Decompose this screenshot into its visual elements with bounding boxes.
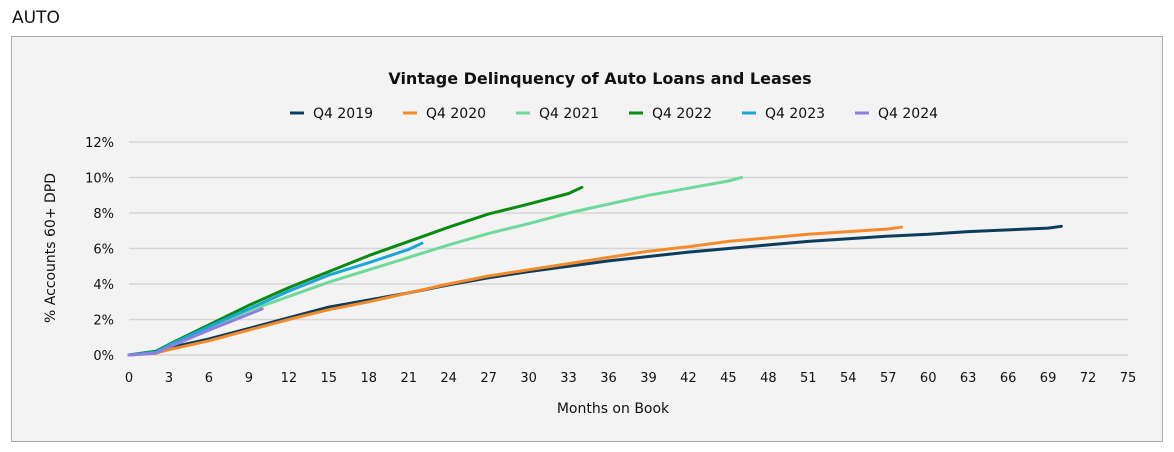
legend-item: Q4 2019 xyxy=(290,106,373,122)
x-tick-label: 30 xyxy=(520,371,537,386)
x-tick-label: 6 xyxy=(205,371,213,386)
x-tick-label: 21 xyxy=(400,371,417,386)
y-tick-label: 2% xyxy=(93,314,114,329)
x-tick-label: 12 xyxy=(281,371,298,386)
y-axis-ticks: 0% 2% 4% 6% 8% 10% 12% xyxy=(85,136,114,364)
x-tick-label: 69 xyxy=(1040,371,1057,386)
y-axis-label: % Accounts 60+ DPD xyxy=(43,173,59,323)
legend-item: Q4 2023 xyxy=(742,106,825,122)
grid xyxy=(129,141,1128,356)
legend-item: Q4 2024 xyxy=(855,106,938,122)
x-tick-label: 18 xyxy=(360,371,377,386)
x-tick-label: 24 xyxy=(440,371,457,386)
x-tick-label: 27 xyxy=(480,371,497,386)
legend-label: Q4 2022 xyxy=(652,106,712,122)
x-tick-label: 39 xyxy=(640,371,657,386)
legend-item: Q4 2020 xyxy=(403,106,486,122)
y-tick-label: 6% xyxy=(93,243,114,258)
x-tick-label: 72 xyxy=(1080,371,1097,386)
legend-label: Q4 2019 xyxy=(313,106,373,122)
chart-frame xyxy=(11,36,1163,442)
legend: Q4 2019 Q4 2020 Q4 2021 Q4 2022 Q4 2023 Q4 20… xyxy=(290,106,938,122)
y-tick-label: 8% xyxy=(93,207,114,222)
x-tick-label: 63 xyxy=(960,371,977,386)
x-tick-label: 33 xyxy=(560,371,577,386)
x-axis-ticks: 0 3 6 9 12 15 18 21 24 27 30 33 36 39 42 45 48 51 54 57 60 63… xyxy=(125,371,1136,386)
y-tick-label: 10% xyxy=(85,172,114,187)
x-tick-label: 15 xyxy=(321,371,338,386)
y-tick-label: 4% xyxy=(93,278,114,293)
x-tick-label: 75 xyxy=(1120,371,1137,386)
legend-label: Q4 2020 xyxy=(426,106,486,122)
x-tick-label: 9 xyxy=(245,371,253,386)
x-tick-label: 57 xyxy=(880,371,897,386)
y-tick-label: 12% xyxy=(85,136,114,151)
x-tick-label: 3 xyxy=(165,371,173,386)
series-line-q4-2020 xyxy=(127,225,904,357)
x-tick-label: 54 xyxy=(840,371,857,386)
section-label: AUTO xyxy=(12,8,60,28)
x-tick-label: 48 xyxy=(760,371,777,386)
chart-title: Vintage Delinquency of Auto Loans and Le… xyxy=(388,69,811,88)
legend-label: Q4 2024 xyxy=(878,106,938,122)
legend-item: Q4 2021 xyxy=(516,106,599,122)
x-tick-label: 60 xyxy=(920,371,937,386)
series-line-q4-2021 xyxy=(127,176,744,357)
x-tick-label: 45 xyxy=(720,371,737,386)
legend-label: Q4 2021 xyxy=(539,106,599,122)
x-axis-label: Months on Book xyxy=(557,401,670,417)
x-tick-label: 66 xyxy=(1000,371,1017,386)
series-line-q4-2024 xyxy=(127,307,264,357)
legend-label: Q4 2023 xyxy=(765,106,825,122)
series-line-q4-2019 xyxy=(127,224,1063,357)
x-tick-label: 36 xyxy=(600,371,617,386)
y-tick-label: 0% xyxy=(93,349,114,364)
x-tick-label: 51 xyxy=(800,371,817,386)
legend-item: Q4 2022 xyxy=(629,106,712,122)
x-tick-label: 42 xyxy=(680,371,697,386)
x-tick-label: 0 xyxy=(125,371,133,386)
series-lines xyxy=(127,176,1063,357)
